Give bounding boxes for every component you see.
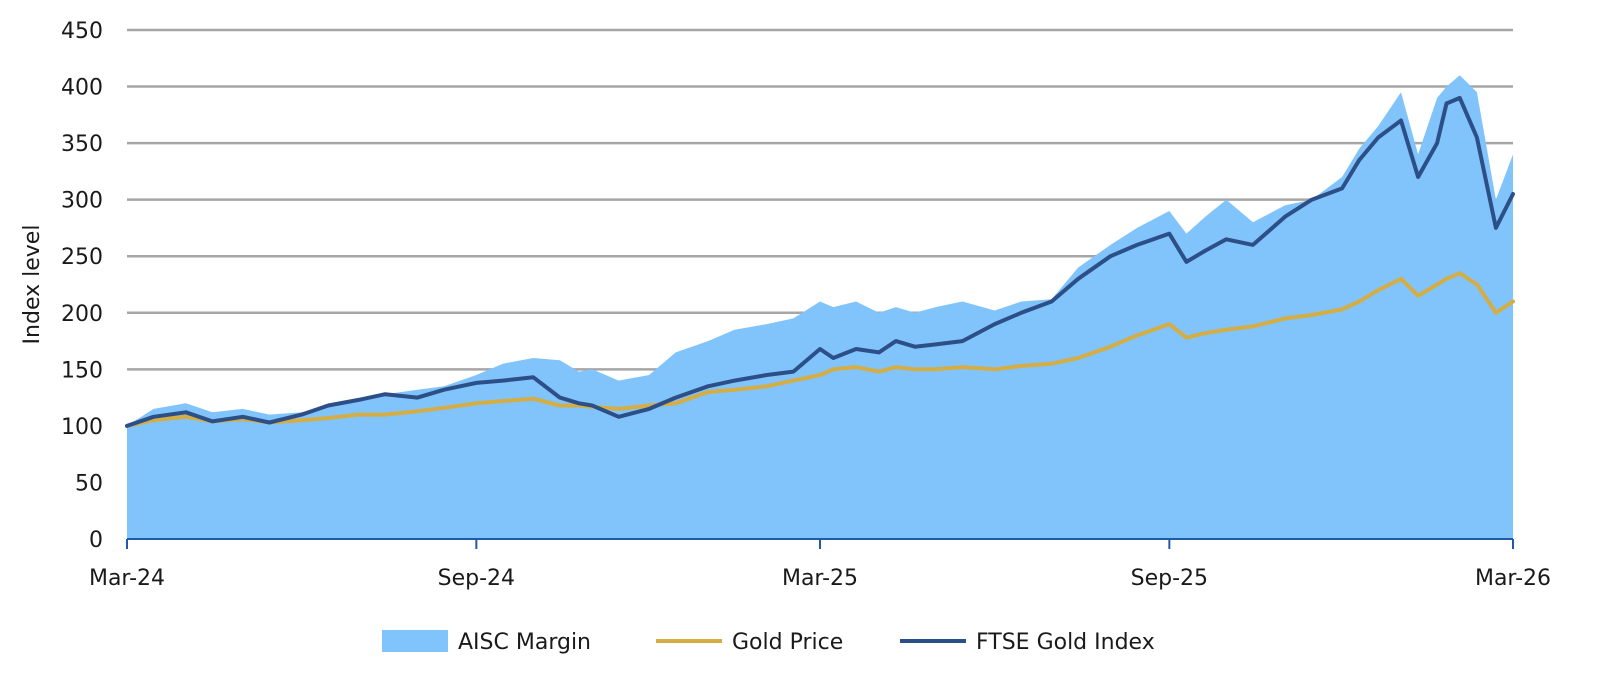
y-tick-label: 100 (61, 415, 103, 440)
y-tick-label: 450 (61, 19, 103, 44)
line-gold-price (125, 271, 1515, 428)
x-tick-label: Mar-24 (89, 566, 165, 591)
legend-label-aisc-margin: AISC Margin (458, 630, 591, 655)
y-tick-label: 150 (61, 358, 103, 383)
x-tick-labels: Mar-24 Sep-24 Mar-25 Sep-25 Mar-26 (89, 566, 1551, 591)
legend-label-ftse-gold-index: FTSE Gold Index (976, 630, 1155, 655)
y-tick-label: 400 (61, 76, 103, 101)
axes (126, 538, 1514, 549)
area-series (127, 75, 1513, 539)
y-tick-label: 50 (75, 471, 103, 496)
y-axis-title: Index level (20, 225, 45, 345)
legend-label-gold-price: Gold Price (732, 630, 843, 655)
line-ftse-gold-index (125, 95, 1515, 428)
y-tick-label: 300 (61, 189, 103, 214)
area-aisc-margin (127, 75, 1513, 539)
y-tick-label: 350 (61, 132, 103, 157)
y-tick-labels: 0 50 100 150 200 250 300 350 400 450 (61, 19, 103, 553)
x-tick-label: Sep-25 (1131, 566, 1208, 591)
y-tick-label: 250 (61, 245, 103, 270)
x-tick-label: Mar-25 (782, 566, 858, 591)
x-tick-label: Mar-26 (1475, 566, 1551, 591)
legend: AISC Margin Gold Price FTSE Gold Index (382, 630, 1155, 655)
legend-swatch-aisc-margin (382, 630, 448, 652)
x-tick-label: Sep-24 (438, 566, 515, 591)
line-series (125, 95, 1515, 428)
y-tick-label: 0 (89, 528, 103, 553)
y-tick-label: 200 (61, 302, 103, 327)
